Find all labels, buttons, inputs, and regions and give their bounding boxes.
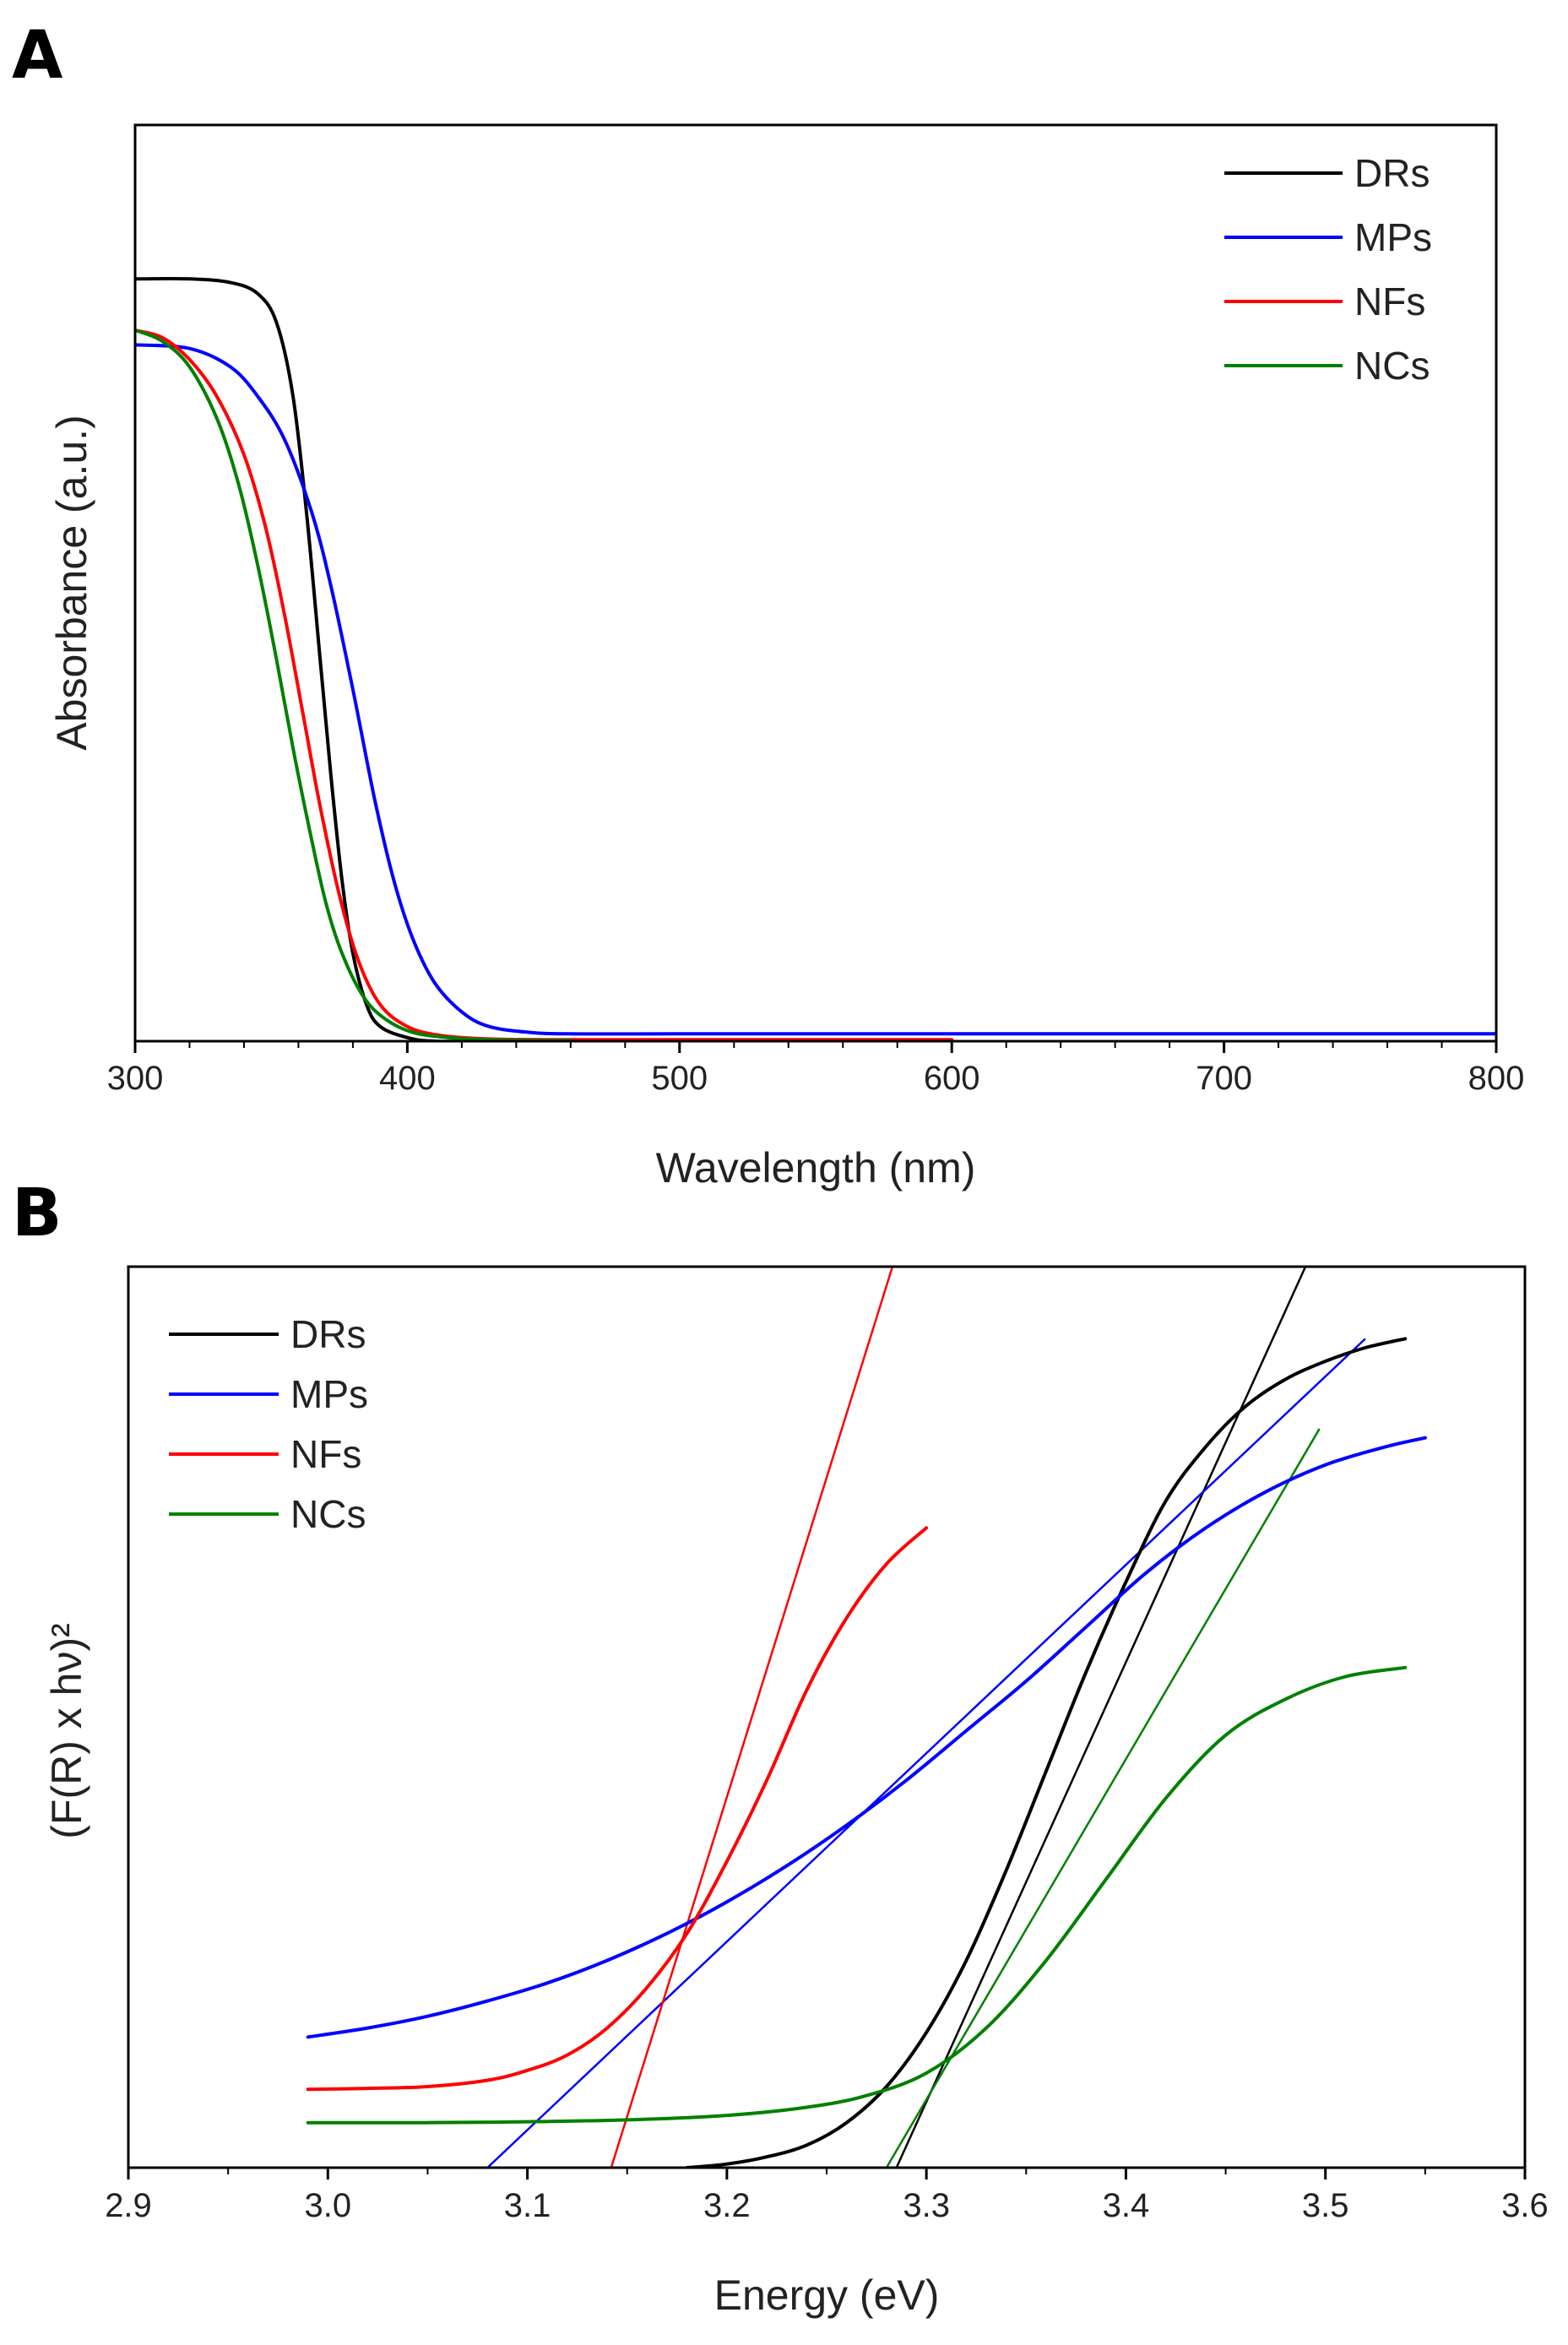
- panel-a-series-ncs: [135, 328, 572, 1041]
- panel-a-x-tick-label: 400: [379, 1060, 436, 1097]
- panel-a-x-tick-label: 700: [1196, 1060, 1252, 1097]
- panel-a-x-tick-label: 300: [107, 1060, 164, 1097]
- panel-a-x-axis-title: Wavelength (nm): [656, 1144, 976, 1191]
- panel-b-legend-label-nfs: NFs: [290, 1432, 361, 1476]
- panel-a-legend-label-drs: DRs: [1354, 151, 1430, 195]
- panel-a-curves: [135, 276, 1496, 1041]
- panel-b-series-nfs: [306, 1526, 929, 2092]
- panel-b-tangent-mps: [486, 1338, 1366, 2168]
- panel-a-x-tick-label: 600: [924, 1060, 980, 1097]
- panel-a-legend-label-mps: MPs: [1354, 215, 1432, 259]
- panel-letter-b: B: [12, 1175, 62, 1251]
- panel-b-x-tick-label: 3.5: [1302, 2187, 1349, 2224]
- panel-a-plot-frame: [133, 123, 1498, 1043]
- panel-a-series-mps: [135, 343, 1496, 1036]
- panel-b-x-axis-title: Energy (eV): [714, 2272, 940, 2319]
- panel-a-legend-label-ncs: NCs: [1354, 344, 1430, 388]
- panel-b-series-mps: [306, 1436, 1427, 2039]
- panel-a-x-tick-label: 500: [651, 1060, 708, 1097]
- panel-b-x-tick-label: 3.3: [903, 2187, 950, 2224]
- panel-b-x-tick-label: 3.2: [703, 2187, 751, 2224]
- panel-b-tangent-nfs: [610, 1267, 894, 2168]
- panel-a-legend-label-nfs: NFs: [1354, 280, 1425, 323]
- panel-b-y-axis-title: (F(R) x hν)²: [43, 1623, 90, 1839]
- panel-b-chart: 2.9 3.0 3.1 3.2 3.3 3.4 3.5 3.6 Energy (eV) (F(…: [43, 1265, 1549, 2319]
- panel-b-x-tick-label: 3.6: [1501, 2187, 1549, 2224]
- panel-a-ticks: 300 400 500 600 700 800: [107, 1041, 1525, 1097]
- panel-b-legend-label-drs: DRs: [290, 1312, 366, 1356]
- panel-b-curves: [306, 1267, 1427, 2168]
- panel-a-legend: DRs MPs NFs NCs: [1224, 151, 1432, 388]
- panel-b-x-tick-label: 3.0: [304, 2187, 351, 2224]
- panel-b-legend: DRs MPs NFs NCs: [169, 1312, 368, 1536]
- panel-letter-a: A: [12, 18, 62, 94]
- panel-a-series-drs: [135, 276, 954, 1041]
- panel-b-x-tick-label: 2.9: [105, 2187, 152, 2224]
- panel-b-x-tick-label: 3.4: [1103, 2187, 1150, 2224]
- panel-b-series-ncs: [306, 1665, 1408, 2125]
- panel-a-series-nfs: [135, 328, 954, 1041]
- panel-b-tangent-ncs: [885, 1428, 1321, 2168]
- panel-b-tangent-drs: [895, 1267, 1307, 2168]
- panel-b-series-drs: [685, 1337, 1408, 2168]
- panel-a-chart: 300 400 500 600 700 800 Wavelength (nm) Absor…: [48, 123, 1525, 1191]
- panel-b-ticks: 2.9 3.0 3.1 3.2 3.3 3.4 3.5 3.6: [105, 2168, 1549, 2224]
- panel-b-legend-label-mps: MPs: [290, 1372, 368, 1416]
- panel-a-y-axis-title: Absorbance (a.u.): [48, 415, 95, 750]
- panel-b-x-tick-label: 3.1: [504, 2187, 551, 2224]
- panel-a-x-tick-label: 800: [1468, 1060, 1525, 1097]
- panel-b-legend-label-ncs: NCs: [290, 1492, 366, 1536]
